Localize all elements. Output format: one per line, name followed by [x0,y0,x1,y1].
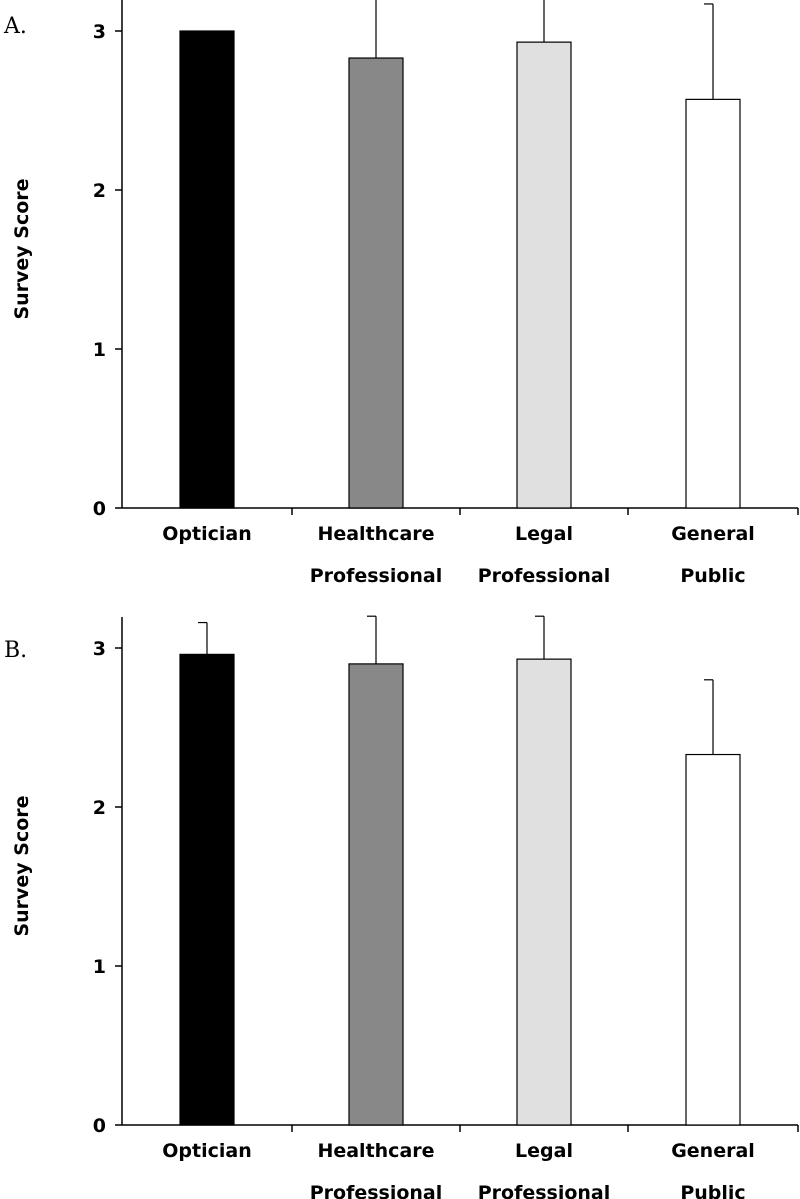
y-axis-label: Survey Score [11,795,33,936]
bar [516,41,572,509]
bar [179,30,235,509]
x-category-label: Professional [478,1182,611,1199]
y-tick-label: 3 [93,21,106,43]
x-category-label: Public [680,565,745,587]
x-category-label: General [671,1140,755,1162]
y-tick-label: 2 [93,797,106,819]
bar [348,663,404,1126]
x-category-label: Optician [162,523,251,545]
x-category-label: Optician [162,1140,251,1162]
bar [516,658,572,1126]
x-category-label: General [671,523,755,545]
x-category-label: Professional [478,565,611,587]
y-tick-label: 1 [93,339,106,361]
x-category-label: Legal [515,523,573,545]
bar [685,753,741,1126]
y-tick-label: 0 [93,1115,106,1137]
panel-label: B. [4,638,27,663]
bar [348,57,404,509]
x-category-label: Public [680,1182,745,1199]
chart-panel-b: B. Survey Score 0 1 2 3 Optician Healthcare Prof… [4,615,799,1199]
chart-panel-a: A. Survey Score 0 1 2 3 Optician Healthcare Prof… [3,0,799,587]
bar [685,98,741,509]
x-category-label: Healthcare [317,1140,434,1162]
bar [179,653,235,1126]
x-category-label: Professional [310,1182,443,1199]
y-axis-label: Survey Score [11,178,33,319]
x-category-label: Professional [310,565,443,587]
y-tick-label: 0 [93,498,106,520]
y-tick-label: 3 [93,638,106,660]
panel-label: A. [3,14,27,39]
x-category-label: Healthcare [317,523,434,545]
y-tick-label: 1 [93,956,106,978]
y-tick-label: 2 [93,180,106,202]
x-category-label: Legal [515,1140,573,1162]
